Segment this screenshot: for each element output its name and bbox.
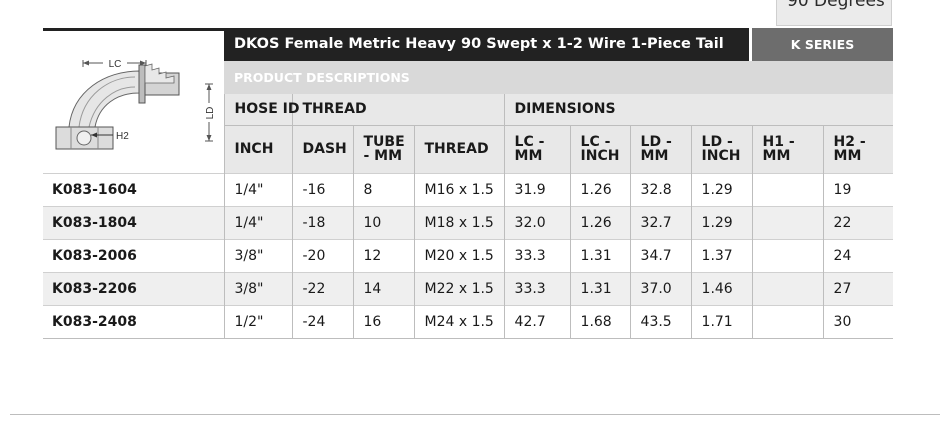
cell-h2-mm: 22 (822, 205, 894, 239)
cell-tube-mm: 16 (352, 304, 414, 339)
part-number: K083-2408 (43, 304, 224, 339)
cell-ld-mm: 34.7 (629, 238, 692, 272)
cell-h1-mm (751, 205, 824, 239)
table-row: K083-1804 1/4" -18 10 M18 x 1.5 32.0 1.2… (43, 205, 894, 239)
col-header: DASH (291, 125, 353, 173)
cell-lc-inch: 1.68 (569, 304, 631, 339)
series-badge: K SERIES (752, 28, 893, 61)
cell-dash: -22 (291, 271, 353, 305)
col-header: LC - INCH (569, 125, 631, 173)
cell-lc-inch: 1.31 (569, 271, 631, 305)
cell-lc-inch: 1.26 (569, 205, 631, 239)
cell-lc-mm: 33.3 (503, 238, 571, 272)
cell-thread: M20 x 1.5 (413, 238, 505, 272)
group-thread: THREAD (291, 94, 505, 126)
table-row: K083-1604 1/4" -16 8 M16 x 1.5 31.9 1.26… (43, 172, 894, 206)
cell-lc-inch: 1.31 (569, 238, 631, 272)
cell-thread: M16 x 1.5 (413, 172, 505, 206)
cell-h2-mm: 30 (822, 304, 894, 339)
cell-inch: 1/2" (223, 304, 292, 339)
cell-h1-mm (751, 172, 824, 206)
cell-lc-inch: 1.26 (569, 172, 631, 206)
part-number: K083-2006 (43, 238, 224, 272)
cell-ld-mm: 32.8 (629, 172, 692, 206)
cell-thread: M22 x 1.5 (413, 271, 505, 305)
part-number: K083-2206 (43, 271, 224, 305)
cell-lc-mm: 32.0 (503, 205, 571, 239)
part-number: K083-1804 (43, 205, 224, 239)
table-row: K083-2408 1/2" -24 16 M24 x 1.5 42.7 1.6… (43, 304, 894, 339)
cell-dash: -18 (291, 205, 353, 239)
cell-ld-inch: 1.71 (690, 304, 753, 339)
cell-ld-mm: 32.7 (629, 205, 692, 239)
product-descriptions-heading: PRODUCT DESCRIPTIONS (224, 61, 893, 94)
cell-inch: 3/8" (223, 271, 292, 305)
part-number: K083-1604 (43, 172, 224, 206)
cell-lc-mm: 31.9 (503, 172, 571, 206)
col-header: LD - MM (629, 125, 692, 173)
h2-dim-label: H2 (116, 131, 129, 142)
spec-table: HOSE ID THREAD DIMENSIONS INCH DASH TUBE… (43, 94, 894, 339)
cell-inch: 1/4" (223, 205, 292, 239)
cell-ld-inch: 1.29 (690, 172, 753, 206)
cell-h1-mm (751, 238, 824, 272)
fitting-diagram: LC LD H2 (43, 31, 224, 172)
cell-h2-mm: 24 (822, 238, 894, 272)
cell-ld-inch: 1.29 (690, 205, 753, 239)
cell-h2-mm: 27 (822, 271, 894, 305)
col-header: TUBE - MM (352, 125, 414, 173)
cell-ld-inch: 1.46 (690, 271, 753, 305)
blank-cell (43, 94, 224, 125)
col-header: LC - MM (503, 125, 571, 173)
angle-tab: 90 Degrees (776, 0, 892, 26)
angle-tab-label: 90 Degrees (787, 0, 885, 11)
table-row: K083-2206 3/8" -22 14 M22 x 1.5 33.3 1.3… (43, 271, 894, 305)
cell-ld-inch: 1.37 (690, 238, 753, 272)
cell-dash: -24 (291, 304, 353, 339)
blank-cell (43, 125, 224, 173)
table-row: K083-2006 3/8" -20 12 M20 x 1.5 33.3 1.3… (43, 238, 894, 272)
cell-inch: 1/4" (223, 172, 292, 206)
cell-h1-mm (751, 304, 824, 339)
cell-tube-mm: 12 (352, 238, 414, 272)
col-header: H1 - MM (751, 125, 824, 173)
cell-lc-mm: 42.7 (503, 304, 571, 339)
cell-ld-mm: 43.5 (629, 304, 692, 339)
product-title: DKOS Female Metric Heavy 90 Swept x 1-2 … (224, 28, 749, 61)
diagram-top-rule (43, 28, 224, 31)
cell-h2-mm: 19 (822, 172, 894, 206)
cell-thread: M18 x 1.5 (413, 205, 505, 239)
cell-tube-mm: 8 (352, 172, 414, 206)
cell-thread: M24 x 1.5 (413, 304, 505, 339)
group-dimensions: DIMENSIONS (503, 94, 894, 126)
group-hose-id: HOSE ID (223, 94, 299, 126)
cell-lc-mm: 33.3 (503, 271, 571, 305)
cell-tube-mm: 14 (352, 271, 414, 305)
ld-dim-label: LD (205, 107, 216, 120)
page-divider (10, 414, 940, 415)
cell-dash: -16 (291, 172, 353, 206)
lc-dim-label: LC (109, 59, 122, 70)
col-header: H2 - MM (822, 125, 894, 173)
cell-tube-mm: 10 (352, 205, 414, 239)
col-header: LD - INCH (690, 125, 753, 173)
cell-ld-mm: 37.0 (629, 271, 692, 305)
group-header-row: HOSE ID THREAD DIMENSIONS (43, 94, 894, 126)
col-header: THREAD (413, 125, 505, 173)
cell-inch: 3/8" (223, 238, 292, 272)
cell-h1-mm (751, 271, 824, 305)
col-header: INCH (223, 125, 292, 173)
cell-dash: -20 (291, 238, 353, 272)
column-header-row: INCH DASH TUBE - MM THREAD LC - MM LC - … (43, 125, 894, 173)
